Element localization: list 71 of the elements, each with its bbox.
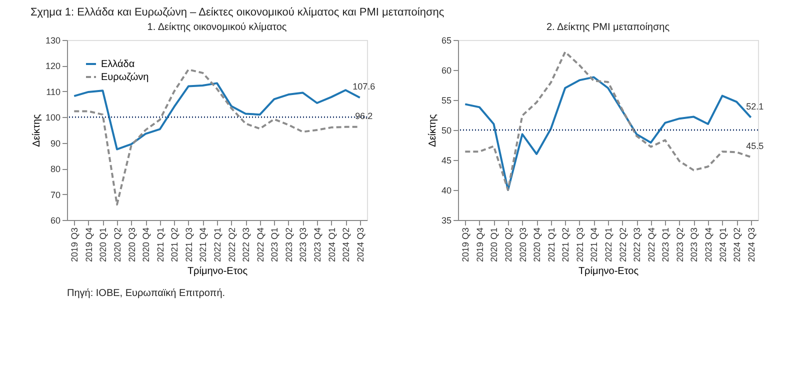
x-tick-label: 2022 Q4 [646,228,656,262]
x-tick-label: 2024 Q2 [732,228,742,262]
x-tick-label: 2024 Q3 [355,228,366,262]
annotation: 52.1 [746,101,764,112]
x-tick-label: 2020 Q2 [504,228,514,262]
x-tick-label: 2023 Q1 [270,228,280,262]
text: Πηγή: ΙΟΒΕ, Ευρωπαϊκή Επιτροπή. [67,288,226,299]
y-tick-label: 50 [441,126,452,136]
y-tick-label: 60 [441,66,452,76]
y-tick-label: 130 [45,36,60,46]
y-axis-title: Δείκτης [427,114,438,147]
x-tick-label: 2020 Q4 [532,228,542,262]
y-tick-label: 110 [46,86,60,97]
chart-title: 2. Δείκτης PMI μεταποίησης [546,22,670,33]
chart-title: 1. Δείκτης οικονομικού κλίματος [147,22,287,33]
x-tick-label: 2019 Q4 [84,228,94,262]
x-tick-label: 2023 Q2 [674,228,685,262]
x-tick-label: 2019 Q3 [70,228,80,262]
x-axis-title: Τρίμηνο-Ετος [578,266,639,278]
annotation: 107.6 [352,82,376,92]
y-tick-label: 120 [45,61,60,72]
legend-label: Ελλάδα [101,59,135,70]
x-tick-label: 2023 Q1 [660,228,671,262]
x-tick-label: 2020 Q2 [112,228,122,262]
x-tick-label: 2019 Q4 [474,228,485,262]
annotation: 45.5 [746,141,764,151]
x-tick-label: 2021 Q1 [546,228,556,262]
x-tick-label: 2021 Q1 [155,228,166,262]
x-tick-label: 2024 Q2 [341,228,352,262]
text: Σχημα 1: Ελλάδα και Ευρωζώνη – Δείκτες οικονομικού κλίματος και PMI μεταποίησης [30,6,444,18]
x-tick-label: 2022 Q2 [226,228,237,262]
x-tick-label: 2021 Q4 [198,228,208,262]
y-tick-label: 45 [441,156,452,166]
x-tick-label: 2024 Q1 [718,228,728,262]
x-axis-title: Τρίμηνο-Ετος [187,266,248,278]
x-tick-label: 2021 Q3 [574,228,585,262]
x-tick-label: 2020 Q1 [98,228,108,262]
x-tick-label: 2020 Q3 [518,228,528,262]
x-tick-label: 2024 Q1 [326,228,337,262]
x-tick-label: 2020 Q4 [141,228,152,262]
x-tick-label: 2023 Q3 [298,228,308,262]
annotation: 96.2 [355,110,373,121]
y-tick-label: 80 [50,164,60,174]
y-tick-label: 65 [441,36,452,46]
x-tick-label: 2021 Q2 [170,228,180,262]
x-tick-label: 2024 Q3 [746,228,756,262]
x-tick-label: 2022 Q3 [632,228,642,262]
y-tick-label: 35 [441,216,452,226]
x-tick-label: 2023 Q3 [689,228,700,262]
x-tick-label: 2019 Q3 [460,228,471,262]
x-tick-label: 2022 Q2 [618,228,628,262]
x-tick-label: 2020 Q3 [126,228,137,262]
y-axis-title: Δείκτης [31,114,42,147]
y-tick-label: 55 [441,96,452,106]
x-tick-label: 2022 Q4 [255,228,266,262]
x-tick-label: 2023 Q4 [312,228,322,262]
x-tick-label: 2022 Q3 [241,228,252,262]
legend-label: Ευρωζώνη [101,72,149,83]
y-tick-label: 100 [45,112,60,123]
x-tick-label: 2023 Q2 [284,228,294,262]
y-tick-label: 40 [441,186,452,196]
x-tick-label: 2021 Q2 [560,228,571,262]
x-tick-label: 2021 Q3 [184,228,194,262]
x-tick-label: 2021 Q4 [589,228,600,262]
x-tick-label: 2023 Q4 [704,228,714,262]
y-tick-label: 70 [50,190,60,200]
x-tick-label: 2022 Q1 [604,228,614,262]
y-tick-label: 60 [50,216,60,226]
x-tick-label: 2020 Q1 [489,228,500,262]
x-tick-label: 2022 Q1 [212,228,222,262]
y-tick-label: 90 [50,138,60,148]
